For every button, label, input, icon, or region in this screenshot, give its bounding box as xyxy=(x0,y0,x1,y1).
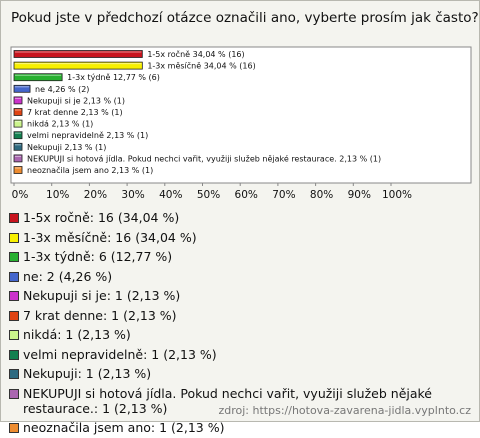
bar xyxy=(13,84,31,93)
legend-item: 1-5x ročně: 16 (34,04 %) xyxy=(9,208,449,228)
x-tick-label: 100% xyxy=(382,189,412,201)
legend-swatch xyxy=(9,271,19,282)
value-label: 1-5x ročně 34,04 % (16) xyxy=(147,49,244,59)
legend-label: 7 krat denne: 1 (2,13 %) xyxy=(23,307,177,323)
legend-item: nikdá: 1 (2,13 %) xyxy=(9,325,449,345)
value-label: nikdá 2,13 % (1) xyxy=(27,120,93,129)
legend-swatch xyxy=(9,349,19,360)
bar xyxy=(13,50,143,58)
value-label: 1-3x měsíčně 34,04 % (16) xyxy=(147,61,255,71)
bar xyxy=(13,154,23,163)
x-tick-label: 10% xyxy=(46,189,69,201)
legend-swatch xyxy=(9,291,19,301)
value-label: 7 krat denne 2,13 % (1) xyxy=(27,108,123,117)
legend-label: ne: 2 (4,26 %) xyxy=(23,268,113,284)
legend-label: velmi nepravidelně: 1 (2,13 %) xyxy=(23,346,217,362)
value-label: Nekupuji si je 2,13 % (1) xyxy=(27,96,125,105)
legend-item: 7 krat denne: 1 (2,13 %) xyxy=(9,306,449,326)
x-tick-label: 40% xyxy=(159,189,182,201)
bar xyxy=(13,119,23,128)
legend-swatch xyxy=(9,252,19,262)
value-label: Nekupuji 2,13 % (1) xyxy=(27,143,106,152)
bar xyxy=(13,96,23,105)
legend-item: velmi nepravidelně: 1 (2,13 %) xyxy=(9,345,449,365)
value-label: 1-3x týdně 12,77 % (6) xyxy=(67,73,160,82)
legend-swatch xyxy=(9,330,19,340)
value-label: velmi nepravidelně 2,13 % (1) xyxy=(27,131,148,140)
legend-label: 1-5x ročně: 16 (34,04 %) xyxy=(23,210,180,225)
bar xyxy=(13,131,23,140)
bar xyxy=(13,73,63,82)
x-tick-label: 50% xyxy=(197,189,220,201)
legend-item: Nekupuji: 1 (2,13 %) xyxy=(9,364,449,384)
legend-item: neoznačila jsem ano: 1 (2,13 %) xyxy=(9,418,449,438)
bar xyxy=(13,142,23,151)
legend-label: NEKUPUJI si hotová jídla. Pokud nechci v… xyxy=(23,385,432,416)
legend-label: Nekupuji si je: 1 (2,13 %) xyxy=(23,288,181,303)
x-tick-label: 90% xyxy=(348,189,371,201)
legend-item: 1-3x týdně: 6 (12,77 %) xyxy=(9,247,449,267)
value-label: ne 4,26 % (2) xyxy=(35,85,89,94)
chart: 0% 10% 20% 30% 40% 50% 60% 70% 80% 90% 100% 1-5x ro… xyxy=(10,46,472,201)
legend-swatch xyxy=(9,423,19,433)
bar xyxy=(13,166,23,174)
x-tick-label: 30% xyxy=(121,189,144,201)
legend-swatch xyxy=(9,213,19,223)
legend-swatch xyxy=(9,388,19,399)
source: zdroj: https://hotova-zavarena-jidla.vyp… xyxy=(218,404,471,417)
legend-item: Nekupuji si je: 1 (2,13 %) xyxy=(9,286,449,306)
legend-swatch xyxy=(9,232,19,243)
chart-title: Pokud jste v předchozí otázce označili a… xyxy=(11,10,479,26)
legend-item: ne: 2 (4,26 %) xyxy=(9,267,449,287)
x-tick-label: 70% xyxy=(272,189,295,201)
bar xyxy=(13,108,23,116)
plot-area xyxy=(10,46,472,184)
value-label: NEKUPUJI si hotová jídla. Pokud nechci v… xyxy=(27,153,381,163)
legend-label: neoznačila jsem ano: 1 (2,13 %) xyxy=(23,420,225,435)
x-tick-label: 60% xyxy=(235,189,258,201)
legend-item: NEKUPUJI si hotová jídla. Pokud nechci v… xyxy=(9,384,449,419)
legend-swatch xyxy=(9,310,19,321)
x-tick-label: 20% xyxy=(84,189,107,201)
legend-item: 1-3x měsíčně: 16 (34,04 %) xyxy=(9,228,449,248)
bar xyxy=(13,61,143,70)
legend-swatch xyxy=(9,369,19,379)
value-label: neoznačila jsem ano 2,13 % (1) xyxy=(27,165,153,175)
legend-label: 1-3x týdně: 6 (12,77 %) xyxy=(23,249,173,264)
x-tick-label: 80% xyxy=(310,189,333,201)
legend-label: Nekupuji: 1 (2,13 %) xyxy=(23,366,152,381)
legend-label: 1-3x měsíčně: 16 (34,04 %) xyxy=(23,229,197,245)
legend-label: nikdá: 1 (2,13 %) xyxy=(23,327,131,342)
x-tick-label: 0% xyxy=(12,189,29,201)
